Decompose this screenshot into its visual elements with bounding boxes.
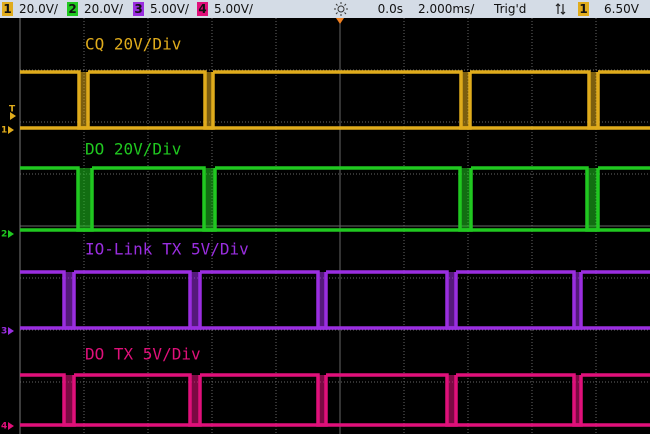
ground-marker-label: 2 <box>1 230 7 240</box>
pulse-burst <box>204 168 215 230</box>
ground-marker <box>8 230 14 238</box>
ground-marker-label: 4 <box>1 422 7 432</box>
trigger-source-badge <box>578 2 589 16</box>
pulse-burst <box>461 72 470 128</box>
pulse-burst <box>79 72 88 128</box>
trigger-position-marker <box>336 18 344 24</box>
trace-label: DO TX 5V/Div <box>85 345 201 364</box>
trigger-slope-icon <box>555 3 566 15</box>
pulse-burst <box>205 72 213 128</box>
trace-label: DO 20V/Div <box>85 140 181 159</box>
ground-marker <box>8 327 14 335</box>
pulse-burst <box>318 272 326 328</box>
channel-badge <box>197 2 208 16</box>
time-offset: 0.0s <box>378 2 403 16</box>
pulse-burst <box>460 168 471 230</box>
trigger-status: Trig'd <box>493 2 526 16</box>
trigger-source: 1 <box>579 2 587 16</box>
pulse-burst <box>64 375 74 425</box>
trace-label: CQ 20V/Div <box>85 35 181 54</box>
trace: CQ 20V/Div 1 <box>1 35 650 136</box>
timebase: 2.000ms/ <box>418 2 475 16</box>
trace: IO-Link TX 5V/Div 3 <box>1 240 650 337</box>
ground-marker-label: 3 <box>1 327 7 337</box>
pulse-burst <box>447 272 456 328</box>
channel-number: 3 <box>134 2 142 16</box>
trace: DO 20V/Div 2 <box>1 140 650 240</box>
channel-scale: 20.0V/ <box>84 2 124 16</box>
channel-scale: 5.00V/ <box>214 2 254 16</box>
channel-number: 2 <box>68 2 76 16</box>
waveforms: CQ 20V/Div 1 DO 20V/Div 2 IO-Link TX 5V/Div 3… <box>1 35 650 432</box>
pulse-burst <box>447 375 456 425</box>
status-bar <box>0 0 650 18</box>
trigger-level-label: T <box>9 105 16 115</box>
pulse-burst <box>589 72 598 128</box>
pulse-burst <box>574 375 581 425</box>
status-items: 1 20.0V/2 20.0V/3 5.00V/4 5.00V/0.0s 2.000ms/… <box>2 2 640 16</box>
pulse-burst <box>587 168 598 230</box>
pulse-burst <box>318 375 326 425</box>
pulse-burst <box>78 168 92 230</box>
trigger-level-marker <box>10 112 16 120</box>
trace: DO TX 5V/Div 4 <box>1 345 650 432</box>
channel-scale: 5.00V/ <box>150 2 190 16</box>
channel-badge <box>2 2 13 16</box>
channel-badge <box>133 2 144 16</box>
pulse-burst <box>64 272 74 328</box>
pulse-burst <box>190 375 200 425</box>
channel-scale: 20.0V/ <box>19 2 59 16</box>
pulse-burst <box>574 272 581 328</box>
trigger-level: 6.50V <box>604 2 640 16</box>
pulse-burst <box>190 272 200 328</box>
ground-marker <box>8 126 14 134</box>
channel-number: 1 <box>3 2 11 16</box>
ground-marker <box>8 422 14 430</box>
ground-marker-label: 1 <box>1 126 7 136</box>
channel-badge <box>67 2 78 16</box>
intensity-icon <box>334 2 348 16</box>
trace-label: IO-Link TX 5V/Div <box>85 240 249 259</box>
channel-number: 4 <box>198 2 206 16</box>
